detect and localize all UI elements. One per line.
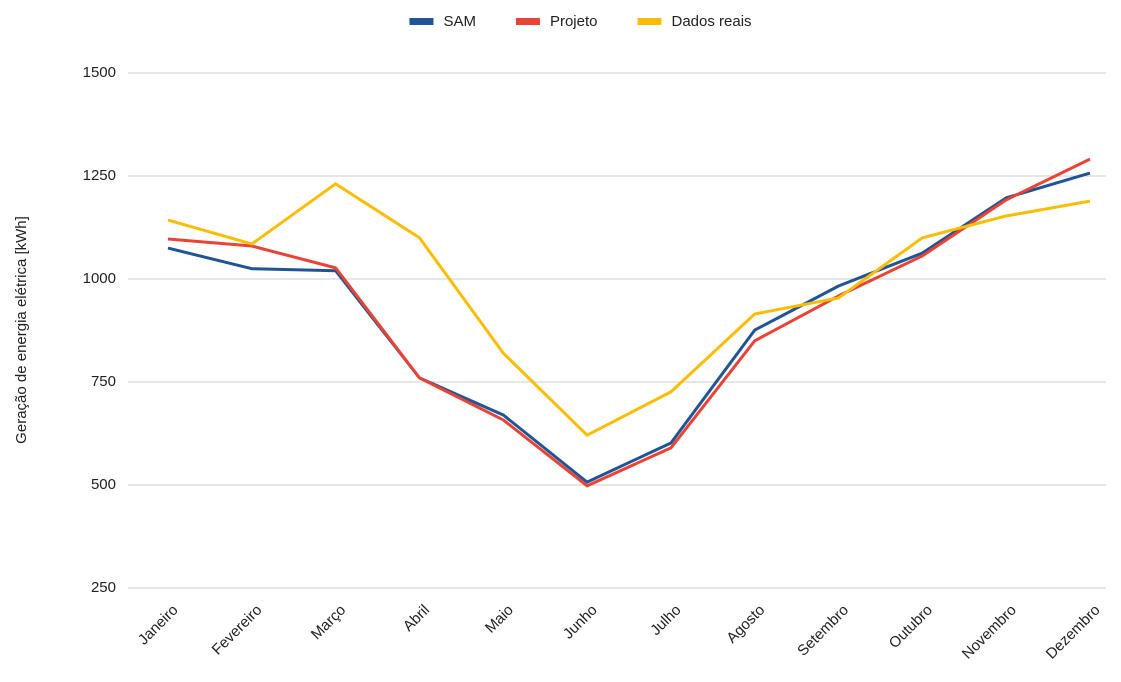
y-tick-label: 1000 [83,270,116,287]
y-tick-label: 500 [91,476,116,493]
series-line [167,171,1091,484]
y-axis-label: Geração de energia elétrica [kWh] [13,216,30,444]
x-tick-label: Abril [400,602,433,635]
x-tick-label: Setembro [794,602,852,660]
series-line [167,157,1091,488]
x-tick-label: Julho [647,602,684,639]
x-tick-label: Março [308,602,349,643]
y-tick-label: 250 [91,579,116,596]
x-tick-label: Fevereiro [209,602,266,659]
y-tick-label: 750 [91,373,116,390]
series-line [167,182,1091,437]
x-tick-label: Dezembro [1043,602,1104,663]
legend-swatch [515,18,540,25]
legend-swatch [637,18,662,25]
x-tick-label: Novembro [959,602,1020,663]
y-tick-label: 1250 [83,167,116,184]
legend-label: Dados reais [672,13,752,30]
legend-swatch [409,18,434,25]
x-tick-label: Outubro [886,602,936,652]
x-tick-label: Agosto [723,602,768,647]
legend-label: Projeto [550,13,598,30]
x-tick-label: Maio [482,602,517,637]
x-tick-label: Janeiro [135,602,182,649]
legend-label: SAM [443,13,476,30]
x-tick-label: Junho [560,602,601,643]
y-tick-label: 1500 [83,64,116,81]
